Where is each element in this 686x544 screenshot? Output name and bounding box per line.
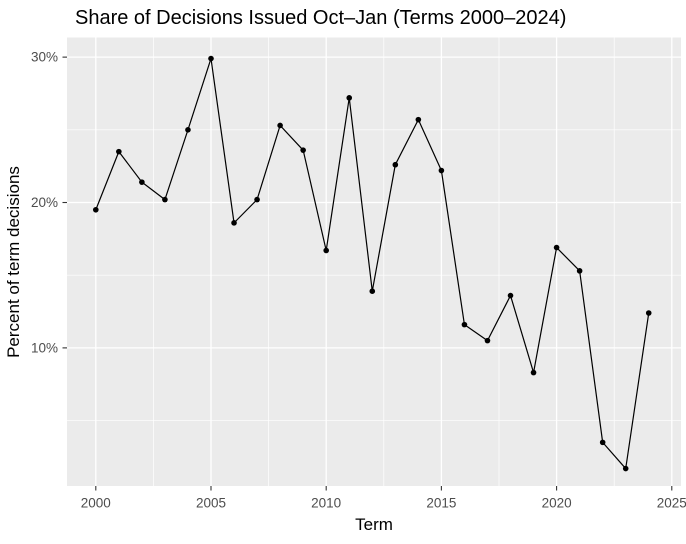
x-tick-label: 2005 [196,496,226,511]
x-tick-label: 2025 [657,496,686,511]
x-tick-label: 2000 [81,496,111,511]
data-point [185,127,191,133]
data-point [346,95,353,101]
data-point [392,161,399,168]
data-point [116,148,122,155]
y-tick-label: 10% [31,340,58,355]
y-axis-title: Percent of term decisions [4,166,23,358]
x-tick-label: 2010 [311,496,341,511]
data-point [323,247,329,254]
data-point [139,179,145,185]
data-point [208,55,214,62]
chart-title: Share of Decisions Issued Oct–Jan (Terms… [75,7,567,29]
data-point [162,196,168,203]
x-tick-label: 2020 [542,496,572,511]
data-point [415,116,422,123]
data-point [300,147,306,153]
data-point [92,206,99,213]
data-point [530,369,537,376]
x-tick-label: 2015 [426,496,456,511]
data-point [277,122,283,129]
data-point [438,167,445,174]
data-point [645,310,652,316]
data-point [576,268,583,274]
data-point [369,288,376,294]
x-axis-title: Term [355,515,393,534]
plot-panel [67,37,681,486]
y-tick-label: 30% [31,50,58,65]
data-point [484,337,491,344]
data-point [461,321,468,328]
data-point [231,220,237,226]
data-point [622,465,629,472]
data-point [599,439,606,446]
data-point [254,196,260,203]
data-point [553,244,560,251]
data-point [507,292,514,299]
y-tick-label: 20% [31,195,58,210]
